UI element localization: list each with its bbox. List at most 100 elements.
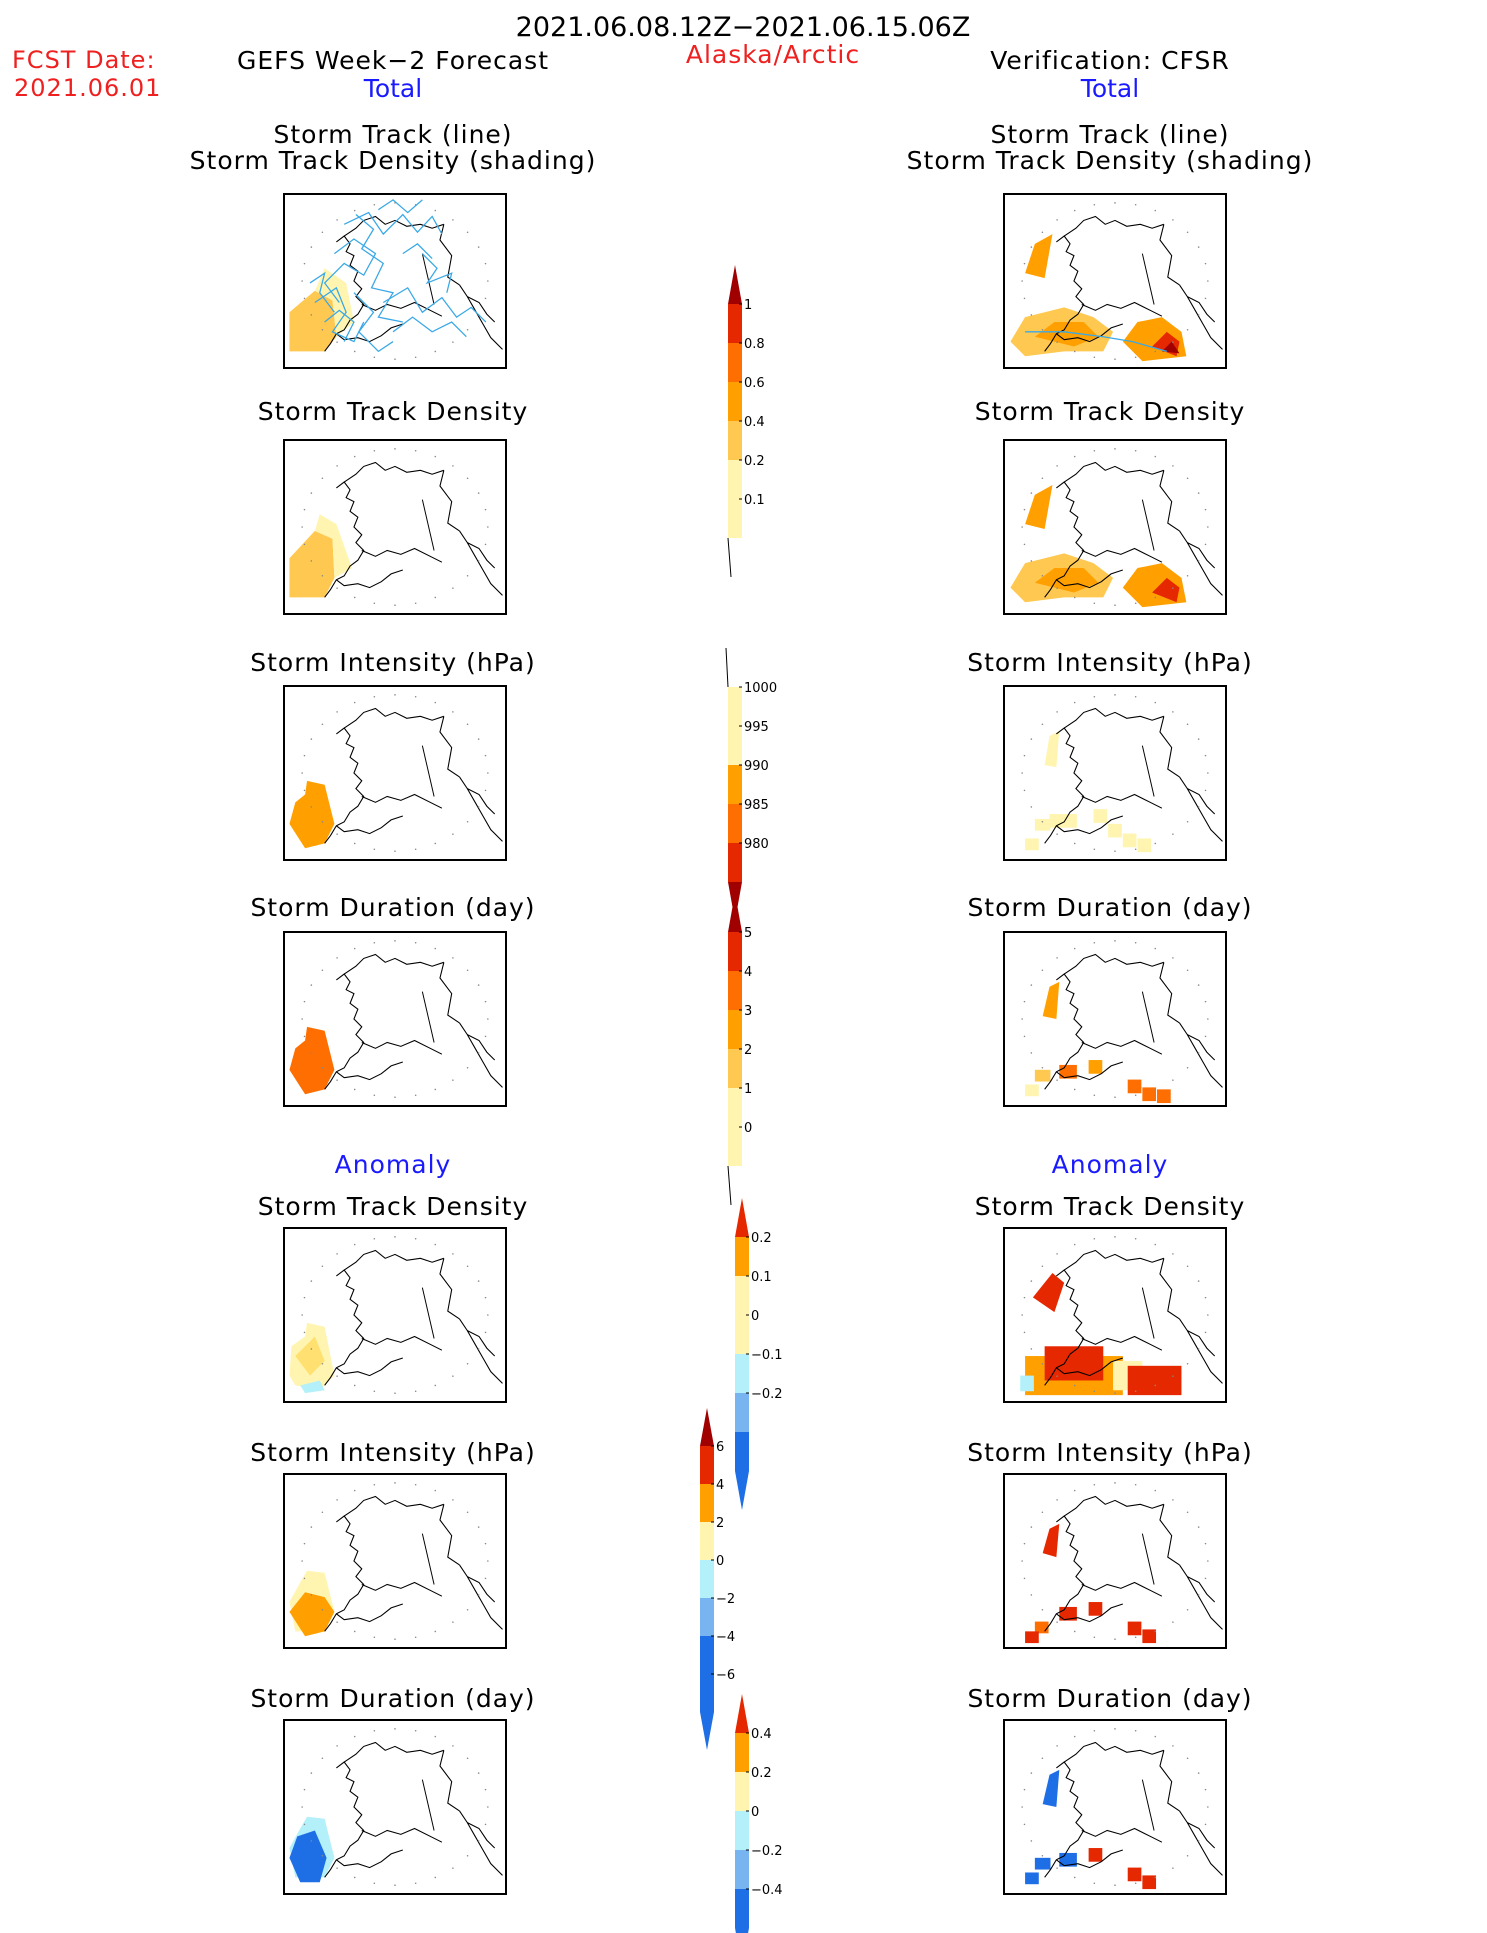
- graticule-dot: [1172, 341, 1174, 343]
- left-anom-duration-title: Storm Duration (day): [250, 1684, 536, 1713]
- graticule-dot: [336, 1375, 338, 1377]
- graticule-dot: [303, 1788, 306, 1791]
- coast-segment: [361, 1827, 443, 1843]
- graticule-dot: [1207, 280, 1209, 282]
- graticule-dot: [303, 297, 306, 300]
- border-line: [421, 745, 435, 797]
- coast-segment: [459, 1022, 503, 1088]
- intensity-shading: [289, 780, 335, 849]
- map-fcst-intensity: [283, 685, 507, 861]
- coast-segment: [343, 215, 445, 237]
- graticule-dot: [1041, 231, 1044, 234]
- graticule-dot: [303, 754, 306, 757]
- map-verif-intensity: [1003, 685, 1227, 861]
- coast-segment: [1081, 1039, 1163, 1055]
- graticule-dot: [394, 1728, 396, 1730]
- coastline: [1021, 1236, 1223, 1394]
- graticule-dot: [1154, 596, 1157, 599]
- border-line: [421, 1779, 435, 1831]
- graticule-dot: [1056, 1621, 1058, 1623]
- graticule-dot: [434, 1384, 437, 1387]
- graticule-dot: [1197, 492, 1200, 494]
- graticule-dot: [1204, 262, 1207, 265]
- graticule-dot: [452, 957, 454, 959]
- graticule-dot: [1204, 543, 1207, 546]
- colorbar-tick-label: −2: [716, 1592, 735, 1607]
- graticule-dot: [301, 1806, 303, 1808]
- coast-segment: [1159, 224, 1180, 286]
- colorbar-segment: [735, 1772, 749, 1811]
- coast-segment: [1063, 953, 1165, 975]
- graticule-dot: [1207, 1806, 1209, 1808]
- graticule-dot: [477, 1840, 480, 1842]
- graticule-dot: [1023, 508, 1026, 511]
- colorbar-arrow-top: [700, 1408, 714, 1446]
- density-shading: [314, 268, 354, 337]
- graticule-dot: [1207, 1314, 1209, 1316]
- graticule-dot: [394, 604, 396, 606]
- coast-segment: [361, 793, 443, 809]
- graticule-dot: [484, 1035, 487, 1038]
- graticule-dot: [1154, 1088, 1157, 1091]
- colorbar-tick-label: 1: [744, 1082, 752, 1097]
- left-anom-intensity-title: Storm Intensity (hPa): [250, 1438, 536, 1467]
- colorbar-segment: [700, 1484, 714, 1522]
- graticule-dot: [1204, 1788, 1207, 1791]
- coast-segment: [1081, 793, 1163, 809]
- graticule-dot: [414, 1729, 417, 1732]
- graticule-dot: [1197, 1526, 1200, 1528]
- colorbar-arrow-top: [735, 1198, 749, 1237]
- colorbar-line-bottom: [727, 537, 732, 578]
- right-anom-duration-title: Storm Duration (day): [967, 1684, 1253, 1713]
- right-anomaly-label: Anomaly: [1051, 1150, 1169, 1179]
- density-shading: [314, 514, 352, 578]
- graticule-dot: [1186, 1362, 1189, 1365]
- coast-segment: [1081, 1335, 1163, 1351]
- map-verif-track: [1003, 193, 1227, 369]
- graticule-dot: [414, 1636, 417, 1639]
- graticule-dot: [310, 1348, 313, 1350]
- graticule-dot: [1041, 1066, 1044, 1069]
- coastline: [301, 448, 503, 606]
- coast-segment: [459, 284, 503, 350]
- coastline: [1021, 1728, 1223, 1886]
- storm-tracks: [309, 199, 487, 353]
- left-anom-density-title: Storm Track Density: [257, 1192, 529, 1221]
- coast-segment: [467, 296, 496, 323]
- graticule-dot: [373, 356, 376, 359]
- graticule-dot: [310, 1840, 313, 1842]
- graticule-dot: [310, 806, 313, 808]
- graticule-dot: [353, 1088, 356, 1091]
- coast-segment: [1056, 1357, 1123, 1377]
- graticule-dot: [373, 449, 376, 452]
- graticule-dot: [303, 1542, 306, 1545]
- graticule-dot: [353, 701, 356, 704]
- graticule-dot: [1023, 1331, 1026, 1334]
- coast-segment: [1187, 1822, 1216, 1849]
- graticule-dot: [1172, 1867, 1174, 1869]
- graticule-dot: [414, 1094, 417, 1097]
- graticule-dot: [1186, 231, 1189, 234]
- graticule-dot: [1172, 465, 1174, 467]
- forecast-title: GEFS Week−2 Forecast: [236, 46, 550, 75]
- graticule-dot: [1056, 1867, 1058, 1869]
- graticule-dot: [1023, 754, 1026, 757]
- graticule-dot: [394, 850, 396, 852]
- colorbar-tick-label: 0.2: [751, 1766, 772, 1781]
- coast-segment: [439, 224, 460, 286]
- coast-segment: [1187, 1330, 1216, 1357]
- graticule-dot: [477, 560, 480, 562]
- graticule-dot: [394, 1884, 396, 1886]
- graticule-dot: [452, 1499, 454, 1501]
- fcst-date-value: 2021.06.01: [14, 74, 162, 102]
- graticule-dot: [303, 1823, 306, 1826]
- graticule-dot: [1093, 449, 1096, 452]
- coast-segment: [467, 1034, 496, 1061]
- colorbar-tick-label: 0: [716, 1554, 724, 1569]
- coast-segment: [467, 788, 496, 815]
- graticule-dot: [321, 1362, 324, 1365]
- graticule-dot: [394, 1392, 396, 1394]
- graticule-dot: [1056, 465, 1058, 467]
- graticule-dot: [353, 455, 356, 458]
- graticule-dot: [466, 1066, 469, 1069]
